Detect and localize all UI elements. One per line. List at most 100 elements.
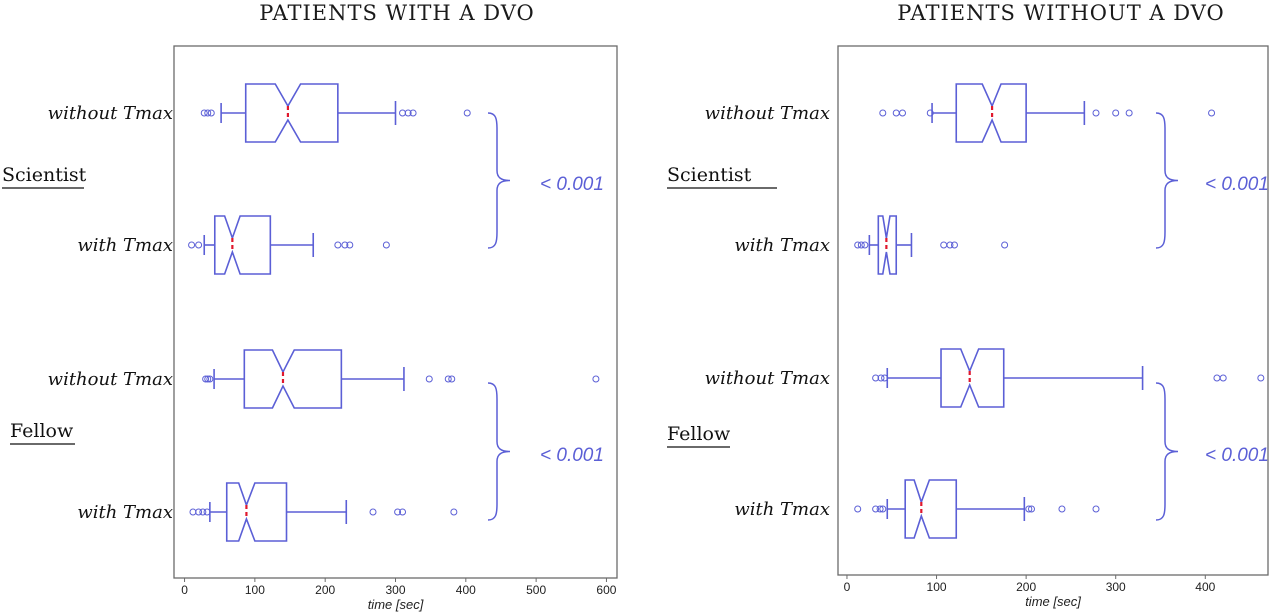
significance-brace xyxy=(1155,382,1179,521)
x-tick-label: 100 xyxy=(927,580,947,594)
category-label: without Tmax xyxy=(705,103,830,124)
outlier-point xyxy=(1257,374,1265,382)
p-value-label: < 0.001 xyxy=(540,445,604,466)
outlier-point xyxy=(879,505,887,513)
outlier-point xyxy=(872,505,880,513)
x-axis-label: time [sec] xyxy=(1025,594,1081,609)
outlier-point xyxy=(1058,505,1066,513)
significance-brace xyxy=(1155,112,1179,249)
outlier-point xyxy=(1208,109,1216,117)
outlier-point xyxy=(872,374,880,382)
outlier-point xyxy=(1125,109,1133,117)
outlier-point xyxy=(425,375,433,383)
outlier-point xyxy=(382,241,390,249)
notched-box xyxy=(244,83,339,143)
outlier-point xyxy=(876,505,884,513)
outlier-point xyxy=(202,375,210,383)
outlier-point xyxy=(950,241,958,249)
x-tick-label: 100 xyxy=(245,583,265,597)
outlier-point xyxy=(861,241,869,249)
notched-box xyxy=(213,215,272,275)
outlier-point xyxy=(1025,505,1033,513)
outlier-point xyxy=(203,508,211,516)
outlier-point xyxy=(450,508,458,516)
outlier-point xyxy=(881,374,889,382)
notched-box xyxy=(243,349,343,409)
notched-box xyxy=(940,348,1005,408)
outlier-point xyxy=(1219,374,1227,382)
x-axis-label: time [sec] xyxy=(368,597,424,612)
x-tick-label: 500 xyxy=(526,583,546,597)
p-value-label: < 0.001 xyxy=(1205,445,1269,466)
outlier-point xyxy=(346,241,354,249)
category-label: with Tmax xyxy=(77,502,173,523)
x-tick-label: 300 xyxy=(385,583,405,597)
outlier-point xyxy=(857,241,865,249)
outlier-point xyxy=(463,109,471,117)
x-tick-label: 0 xyxy=(181,583,188,597)
outlier-point xyxy=(1001,241,1009,249)
outlier-point xyxy=(926,109,934,117)
outlier-point xyxy=(206,375,214,383)
box-plot: with Tmax xyxy=(77,215,390,275)
outlier-point xyxy=(1028,505,1035,513)
outlier-point xyxy=(204,375,212,383)
category-label: with Tmax xyxy=(734,499,830,520)
box-plot: with Tmax xyxy=(77,482,458,542)
outlier-point xyxy=(892,109,900,117)
box-plot: with Tmax xyxy=(734,479,1100,539)
plot-frame xyxy=(837,45,1269,576)
outlier-point xyxy=(204,109,212,117)
category-label: with Tmax xyxy=(734,235,830,256)
category-label: with Tmax xyxy=(77,235,173,256)
p-value-label: < 0.001 xyxy=(540,174,604,195)
chart-panel-1: PATIENTS WITH A DVO 0 100 200 300 400 500 600 ti… xyxy=(2,1,618,612)
x-tick-label: 400 xyxy=(1195,580,1215,594)
outlier-point xyxy=(334,241,342,249)
outlier-point xyxy=(207,109,215,117)
outlier-point xyxy=(1092,505,1100,513)
box-plot: without Tmax xyxy=(48,349,600,409)
outlier-point xyxy=(854,241,862,249)
significance-brace xyxy=(487,382,511,521)
group-label: Scientist xyxy=(667,164,752,186)
outlier-point xyxy=(940,241,948,249)
outlier-point xyxy=(399,508,407,516)
outlier-point xyxy=(854,505,862,513)
x-tick-label: 600 xyxy=(596,583,616,597)
notched-box xyxy=(955,83,1027,143)
chart-title: PATIENTS WITH A DVO xyxy=(259,1,535,25)
outlier-point xyxy=(189,508,197,516)
outlier-point xyxy=(199,508,207,516)
group-label: Fellow xyxy=(10,420,74,442)
outlier-point xyxy=(1092,109,1100,117)
significance-brace xyxy=(487,112,511,249)
box-plot: with Tmax xyxy=(734,215,1009,275)
outlier-point xyxy=(877,374,885,382)
x-tick-label: 300 xyxy=(1106,580,1126,594)
outlier-point xyxy=(394,508,402,516)
chart-title: PATIENTS WITHOUT A DVO xyxy=(897,1,1224,25)
outlier-point xyxy=(1213,374,1221,382)
category-label: without Tmax xyxy=(705,368,830,389)
group-label: Scientist xyxy=(2,164,87,186)
notched-box xyxy=(904,479,958,539)
group-label: Fellow xyxy=(667,423,731,445)
outlier-point xyxy=(404,109,412,117)
x-tick-label: 400 xyxy=(456,583,476,597)
outlier-point xyxy=(879,109,887,117)
outlier-point xyxy=(200,109,208,117)
notched-box xyxy=(225,482,288,542)
notched-box xyxy=(877,215,898,275)
box-plot: without Tmax xyxy=(48,83,471,143)
category-label: without Tmax xyxy=(48,103,173,124)
x-tick-label: 200 xyxy=(315,583,335,597)
outlier-point xyxy=(341,241,349,249)
outlier-point xyxy=(369,508,377,516)
outlier-point xyxy=(188,241,196,249)
outlier-point xyxy=(592,375,600,383)
box-plot: without Tmax xyxy=(705,83,1216,143)
plot-frame xyxy=(173,45,618,579)
x-tick-label: 0 xyxy=(844,580,851,594)
